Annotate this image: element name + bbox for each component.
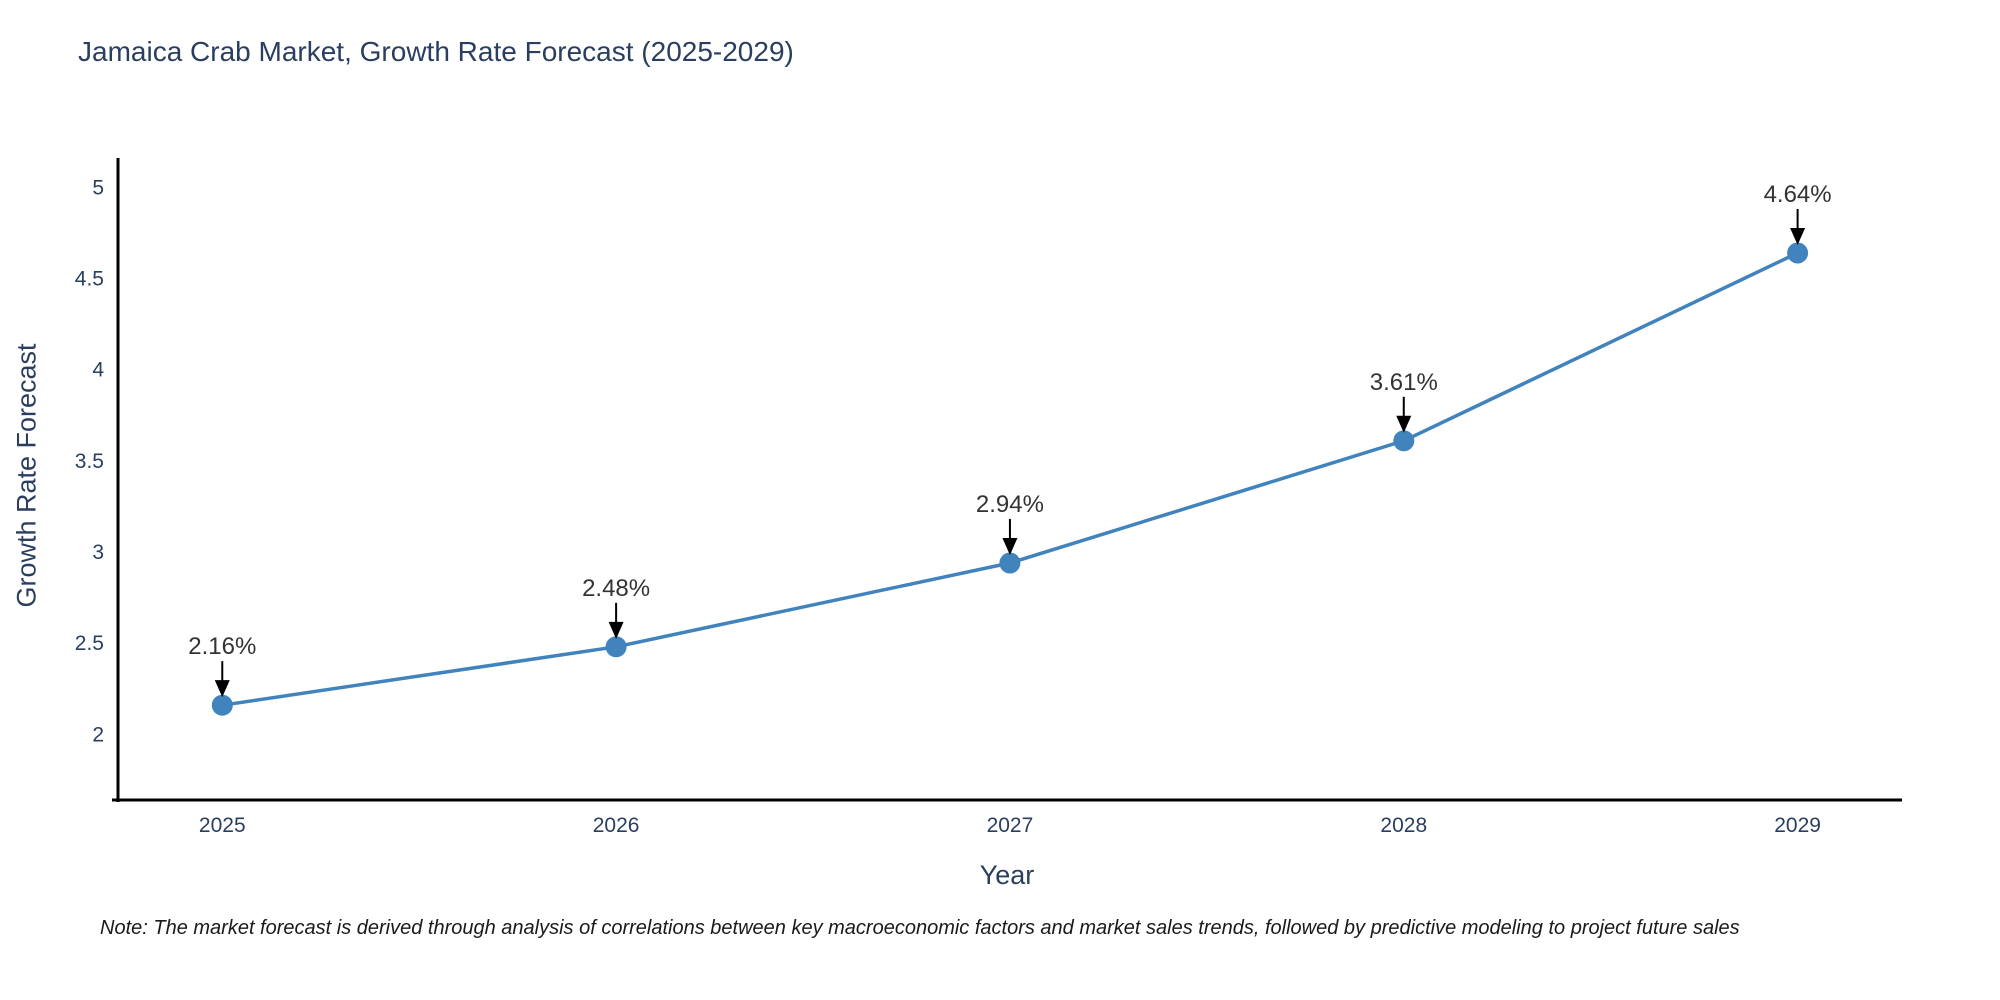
footnote: Note: The market forecast is derived thr… bbox=[100, 917, 1740, 939]
data-point-marker bbox=[1787, 242, 1809, 264]
x-tick-label: 2026 bbox=[593, 814, 640, 837]
data-point-marker bbox=[605, 636, 627, 658]
annotation-arrowhead bbox=[1396, 415, 1412, 433]
annotation-label: 3.61% bbox=[1370, 369, 1438, 396]
annotation-arrowhead bbox=[608, 621, 624, 639]
annotation-arrowhead bbox=[214, 680, 230, 698]
annotation-label: 2.94% bbox=[976, 491, 1044, 518]
y-tick-label: 2.5 bbox=[75, 632, 104, 655]
y-tick-label: 4 bbox=[92, 359, 104, 382]
data-point-marker bbox=[211, 694, 233, 716]
x-tick-label: 2027 bbox=[987, 814, 1034, 837]
x-tick-label: 2028 bbox=[1380, 814, 1427, 837]
annotation-label: 2.16% bbox=[188, 633, 256, 660]
y-tick-label: 3.5 bbox=[75, 450, 104, 473]
y-tick-label: 5 bbox=[92, 176, 104, 199]
trend-line bbox=[220, 251, 1800, 707]
x-tick-label: 2025 bbox=[199, 814, 246, 837]
annotation-label: 2.48% bbox=[582, 575, 650, 602]
annotation-arrowhead bbox=[1790, 227, 1806, 245]
annotation-label: 4.64% bbox=[1764, 181, 1832, 208]
x-tick-label: 2029 bbox=[1774, 814, 1821, 837]
y-tick-label: 2 bbox=[92, 723, 104, 746]
data-point-marker bbox=[1393, 430, 1415, 452]
chart-title: Jamaica Crab Market, Growth Rate Forecas… bbox=[78, 36, 794, 67]
annotation-arrowhead bbox=[1002, 537, 1018, 555]
x-axis-title: Year bbox=[979, 860, 1035, 890]
data-point-marker bbox=[999, 552, 1021, 574]
y-tick-label: 3 bbox=[92, 541, 104, 564]
y-tick-label: 4.5 bbox=[75, 268, 104, 291]
